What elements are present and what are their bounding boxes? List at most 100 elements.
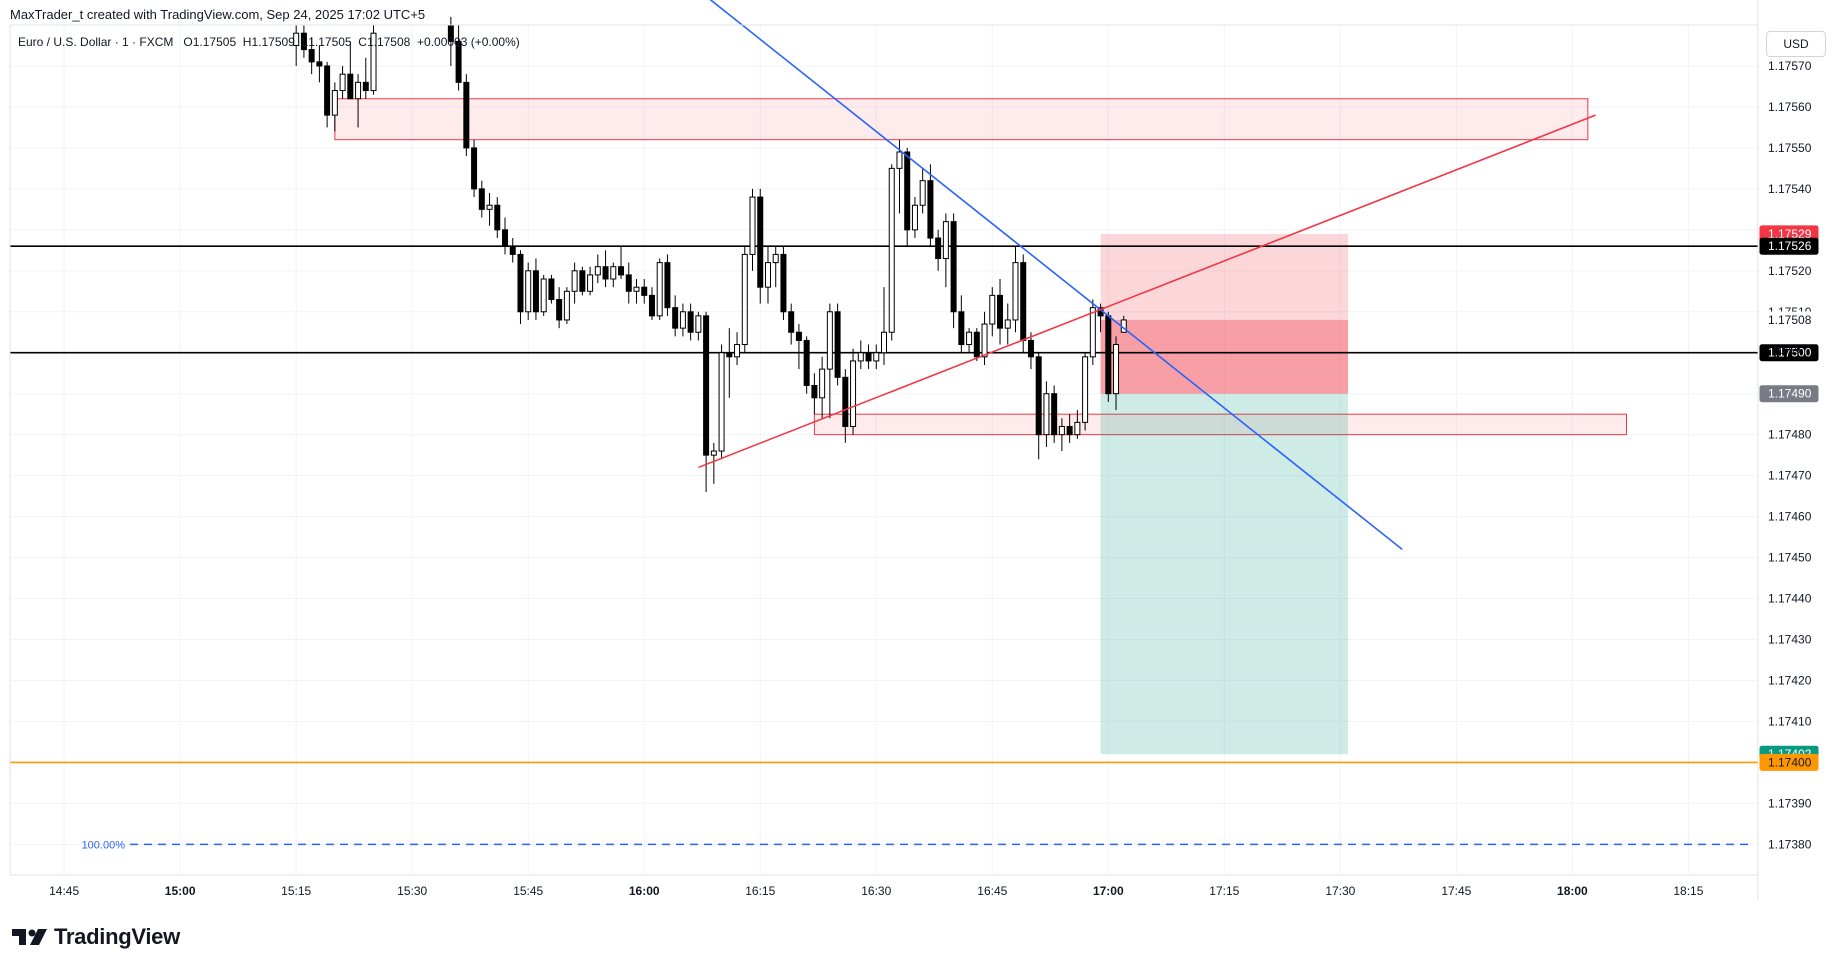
y-tick-label: 1.17570 [1768,59,1812,73]
candle [811,373,818,415]
candle-body [641,286,648,296]
candle-body [532,270,539,313]
candle-body [610,266,617,280]
candle-body [463,81,470,149]
candle [525,262,532,320]
price-label-text: 1.17529 [1768,227,1812,241]
high-label: H [242,35,252,49]
price-label: 1.17490 [1759,385,1819,403]
candle [556,287,563,329]
short-position-tool[interactable] [1100,233,1349,755]
open-label: O [183,35,193,49]
candle [857,340,864,370]
candle-body [502,229,509,247]
candle [772,246,779,288]
candle [981,311,988,366]
candle [486,192,493,226]
candle-body [355,81,362,100]
candle-body [594,266,601,276]
candle [478,180,485,218]
candle-body [625,274,632,292]
candle [757,188,764,304]
candle-body [997,294,1004,329]
candle-body [300,32,307,51]
candle-body [579,270,586,292]
candle-body [602,266,609,280]
candle-body [935,237,942,260]
candle [942,213,949,288]
x-tick-label: 18:00 [1557,884,1588,898]
candle-body [1058,425,1065,436]
tradingview-logo[interactable]: TradingView [12,924,180,950]
candle [687,303,694,341]
candle [563,287,570,325]
change-value: +0.00003 (+0.00%) [417,35,520,49]
candle [494,197,501,239]
candle-body [850,360,857,427]
candle [1105,311,1112,402]
price-label-bg [1759,311,1819,329]
y-tick-label: 1.17450 [1768,551,1812,565]
candle-body [1113,344,1120,395]
candle-body [857,352,864,362]
y-tick-label: 1.17440 [1768,592,1812,606]
candle [842,369,849,443]
candle [1012,246,1019,333]
candle [316,45,323,83]
candle-body [1043,393,1050,436]
chart-trendlines[interactable] [691,0,1596,550]
candle [734,332,741,366]
x-tick-label: 16:15 [745,884,775,898]
tradingview-brand: TradingView [54,924,180,949]
candle [618,246,625,279]
candle-body [540,278,547,313]
candle [571,262,578,304]
chart-zones [334,98,1628,436]
candle-body [795,331,802,341]
candle-body [679,311,686,329]
y-tick-label: 1.17380 [1768,837,1812,851]
candle [749,188,756,271]
candle [850,348,857,435]
candle-body [1051,393,1058,436]
candle [1051,385,1058,443]
candle-body [293,32,300,46]
y-tick-label: 1.17470 [1768,469,1812,483]
candle [726,328,733,398]
x-tick-label: 17:00 [1093,884,1124,898]
candle [548,274,555,304]
candle-body [563,290,570,321]
candle [710,442,717,484]
candle-body [819,368,826,399]
y-tick-label: 1.17550 [1768,141,1812,155]
candle [865,344,872,370]
high-value: 1.17509 [251,35,295,49]
candle [633,278,640,304]
candle-body [966,331,973,346]
candle-body [710,450,717,456]
close-value: 1.17508 [366,35,411,49]
candle-body [316,61,323,67]
candle-body [764,262,771,288]
candle [989,287,996,337]
candle-body [548,278,555,300]
candle [973,328,980,361]
candle-body [362,81,369,92]
candle-body [973,331,980,358]
candle [579,266,586,296]
candle-body [834,311,841,378]
candle-body [919,180,926,206]
symbol-name[interactable]: Euro / U.S. Dollar · 1 · FXCM [18,35,174,49]
candle [881,287,887,366]
candle-body [703,315,710,456]
x-tick-label: 16:30 [861,884,891,898]
x-tick-label: 18:15 [1673,884,1703,898]
candle-body [1082,356,1089,423]
candle-body [981,323,988,358]
currency-button[interactable]: USD [1766,31,1826,57]
trendline [698,114,1596,469]
candle [911,197,918,239]
candle [718,344,725,460]
